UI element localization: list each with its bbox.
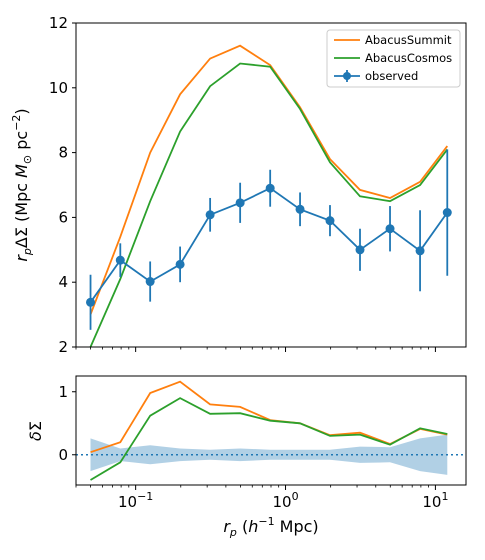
observed-line bbox=[89, 187, 449, 303]
bottom-panel: 0 1 10−1 100 101 δΣ rp (h−1 Mpc) bbox=[26, 375, 467, 539]
observed-point bbox=[442, 208, 452, 218]
abacuscosmos-residual-line bbox=[90, 397, 448, 481]
x-tick-label: 100 bbox=[272, 490, 298, 511]
abacuscosmos-line bbox=[89, 62, 449, 347]
top-y-tick-label: 4 bbox=[58, 273, 68, 291]
bottom-y-tick-label: 1 bbox=[58, 383, 68, 401]
top-y-axis-label: rpΔΣ (Mpc M⊙ pc−2) bbox=[10, 108, 34, 261]
legend-swatch-observed-marker bbox=[343, 72, 351, 80]
legend-entry-abacussummit: AbacusSummit bbox=[334, 33, 452, 47]
x-tick-label: 10−1 bbox=[118, 490, 153, 511]
top-y-tick-label: 8 bbox=[58, 144, 68, 162]
observed-point bbox=[175, 259, 185, 269]
bottom-plot-area bbox=[76, 380, 466, 481]
legend-label-observed: observed bbox=[365, 69, 418, 83]
top-y-tick-label: 2 bbox=[58, 338, 68, 356]
observed-point bbox=[115, 255, 125, 265]
observed-point bbox=[86, 297, 96, 307]
observed-point bbox=[295, 204, 305, 214]
observed-point bbox=[415, 246, 425, 256]
bottom-ticks: 0 1 10−1 100 101 bbox=[58, 383, 448, 511]
legend-entry-observed: observed bbox=[334, 69, 418, 83]
bottom-axes-frame bbox=[75, 375, 467, 486]
top-ticks: 2 4 6 8 10 12 bbox=[49, 14, 436, 356]
bottom-y-tick-label: 0 bbox=[58, 446, 68, 464]
top-y-tick-label: 12 bbox=[49, 14, 68, 32]
legend: AbacusSummit AbacusCosmos observed bbox=[326, 29, 461, 88]
top-plot-area bbox=[86, 44, 452, 347]
observed-point bbox=[355, 245, 365, 255]
top-y-tick-label: 6 bbox=[58, 208, 68, 226]
observed-point bbox=[385, 224, 395, 234]
legend-label-abacussummit: AbacusSummit bbox=[365, 33, 452, 47]
observed-point bbox=[325, 216, 335, 226]
bottom-y-axis-label: δΣ bbox=[26, 421, 45, 441]
legend-entry-abacuscosmos: AbacusCosmos bbox=[334, 51, 452, 65]
observed-point bbox=[145, 277, 155, 287]
top-y-tick-label: 10 bbox=[49, 79, 68, 97]
x-tick-label: 101 bbox=[422, 490, 448, 511]
top-panel: 2 4 6 8 10 12 rpΔΣ (Mpc M⊙ pc−2) AbacusSummit… bbox=[10, 14, 467, 356]
legend-box bbox=[326, 29, 461, 88]
observed-uncertainty-band bbox=[90, 434, 448, 475]
abacussummit-line bbox=[89, 44, 449, 315]
observed-point bbox=[235, 198, 245, 208]
observed-point bbox=[205, 210, 215, 220]
x-axis-label: rp (h−1 Mpc) bbox=[223, 515, 318, 539]
observed-point bbox=[265, 183, 275, 193]
legend-label-abacuscosmos: AbacusCosmos bbox=[365, 51, 452, 65]
